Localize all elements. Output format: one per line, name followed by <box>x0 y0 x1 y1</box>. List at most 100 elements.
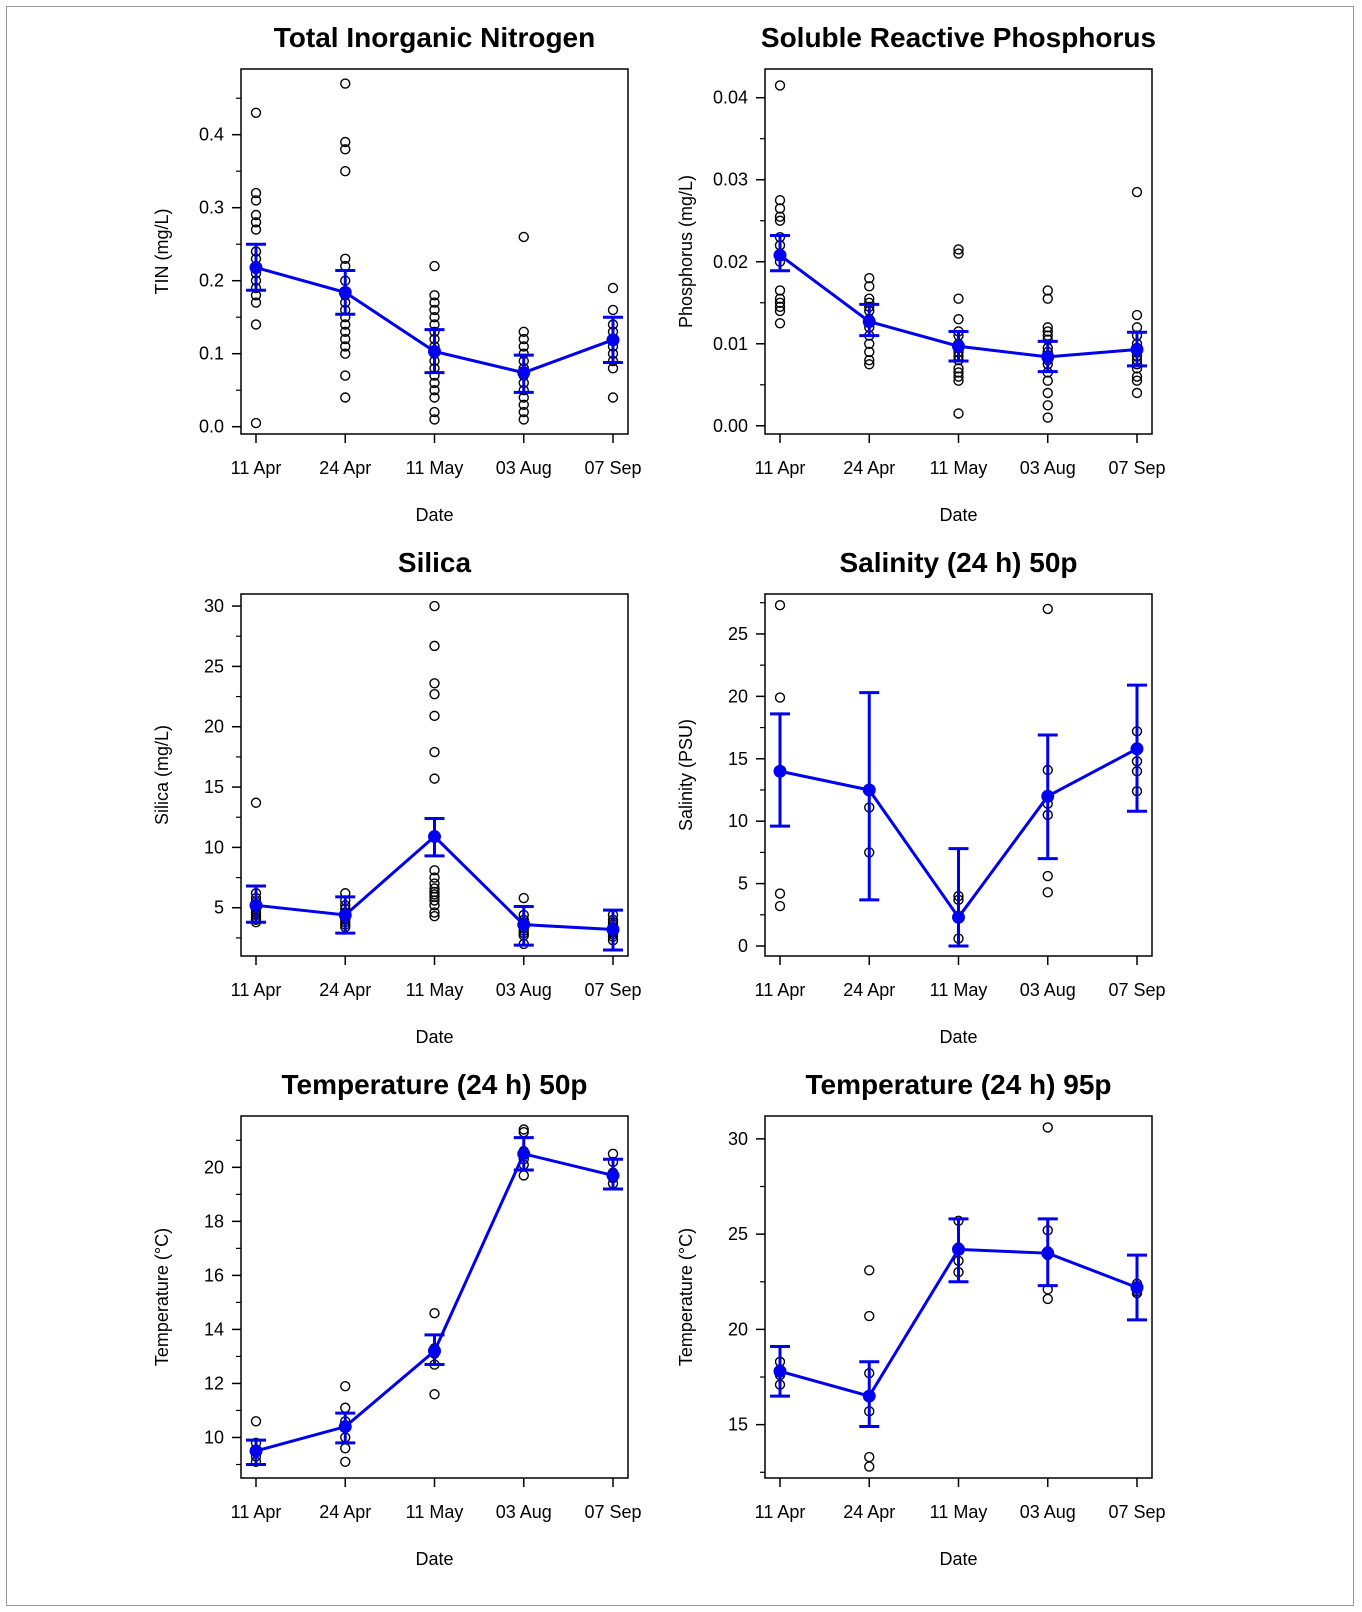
data-point <box>429 907 440 918</box>
y-axis-label: Silica (mg/L) <box>152 725 172 825</box>
data-point <box>250 417 262 429</box>
mean-point <box>773 764 787 778</box>
y-tick-label: 20 <box>728 686 748 706</box>
data-point <box>429 385 440 396</box>
y-tick-label: 25 <box>204 656 224 676</box>
data-point <box>429 414 440 425</box>
mean-point <box>862 783 876 797</box>
plot-box <box>240 68 629 435</box>
y-tick-label: 0.02 <box>713 252 748 272</box>
mean-point <box>428 345 441 359</box>
data-point <box>429 865 440 876</box>
plot-box <box>764 1115 1153 1479</box>
data-point <box>953 293 964 304</box>
chart-title: Silica <box>398 547 472 578</box>
y-tick-label: 12 <box>204 1373 224 1393</box>
data-point <box>1042 375 1053 386</box>
data-point <box>429 710 440 722</box>
mean-point <box>338 1420 352 1434</box>
x-axis-label: Date <box>939 1549 977 1569</box>
y-axis-label: Salinity (PSU) <box>676 719 696 831</box>
data-point <box>250 319 262 330</box>
data-point <box>1131 309 1143 321</box>
data-point <box>340 348 351 359</box>
y-axis-label: Temperature (°C) <box>676 1228 696 1366</box>
data-point <box>250 1416 262 1427</box>
data-point <box>518 892 529 904</box>
mean-point <box>606 1168 620 1182</box>
x-tick-label: 11 May <box>930 1502 988 1522</box>
data-point <box>774 888 786 899</box>
data-point <box>429 290 440 301</box>
data-point <box>1042 1122 1053 1133</box>
y-tick-label: 16 <box>204 1265 224 1285</box>
data-point <box>774 305 786 317</box>
data-point <box>429 640 440 652</box>
data-point <box>250 217 262 228</box>
data-point <box>340 341 351 352</box>
data-point <box>250 797 262 808</box>
x-tick-label: 03 Aug <box>1020 1502 1076 1522</box>
data-point <box>953 375 964 386</box>
y-tick-label: 20 <box>204 717 224 737</box>
y-tick-label: 10 <box>204 1427 224 1447</box>
x-tick-label: 07 Sep <box>584 1502 641 1522</box>
data-point <box>518 1124 529 1135</box>
mean-point <box>249 261 263 275</box>
data-point <box>429 678 440 689</box>
mean-point <box>1041 1246 1055 1260</box>
data-point <box>774 297 786 308</box>
y-tick-label: 20 <box>728 1319 748 1339</box>
data-point <box>864 359 875 370</box>
y-tick-label: 15 <box>728 749 748 769</box>
data-point <box>953 244 964 255</box>
plot-box <box>764 68 1153 435</box>
x-tick-label: 24 Apr <box>319 980 371 1000</box>
y-tick-label: 0.04 <box>713 88 748 108</box>
y-tick-label: 0.0 <box>199 417 224 437</box>
data-point <box>774 301 786 313</box>
y-tick-label: 5 <box>738 874 748 894</box>
x-axis-label: Date <box>415 505 453 525</box>
data-point <box>774 600 786 611</box>
data-point <box>429 688 440 700</box>
data-point <box>429 773 440 784</box>
x-tick-label: 11 May <box>930 980 988 1000</box>
data-point <box>250 224 262 235</box>
data-point <box>429 304 440 316</box>
data-point <box>429 260 440 272</box>
mean-point <box>862 1389 876 1403</box>
mean-point <box>952 339 965 353</box>
x-tick-label: 03 Aug <box>496 1502 552 1522</box>
data-point <box>774 215 786 226</box>
data-point <box>953 367 964 378</box>
data-point <box>340 1380 351 1392</box>
x-tick-label: 07 Sep <box>1108 458 1165 478</box>
data-point <box>429 406 440 418</box>
mean-point <box>428 830 441 844</box>
x-tick-label: 11 May <box>406 980 464 1000</box>
data-point <box>518 399 529 410</box>
data-point <box>340 1402 351 1413</box>
data-point <box>774 80 786 91</box>
data-point <box>1042 870 1053 882</box>
data-point <box>774 692 786 703</box>
y-tick-label: 0.3 <box>199 198 224 218</box>
mean-point <box>773 1364 787 1378</box>
x-tick-label: 03 Aug <box>1020 980 1076 1000</box>
x-tick-label: 03 Aug <box>496 458 552 478</box>
mean-point <box>517 366 531 380</box>
data-point <box>518 406 529 418</box>
data-point <box>864 272 875 284</box>
x-tick-label: 24 Apr <box>319 458 371 478</box>
x-tick-label: 11 May <box>930 458 988 478</box>
mean-point <box>1130 1280 1144 1294</box>
mean-point <box>517 918 531 932</box>
mean-point <box>952 1242 965 1256</box>
x-tick-label: 11 May <box>406 458 464 478</box>
data-point <box>518 414 529 425</box>
y-tick-label: 5 <box>214 898 224 918</box>
data-point <box>340 1443 351 1454</box>
y-tick-label: 0.1 <box>199 344 224 364</box>
